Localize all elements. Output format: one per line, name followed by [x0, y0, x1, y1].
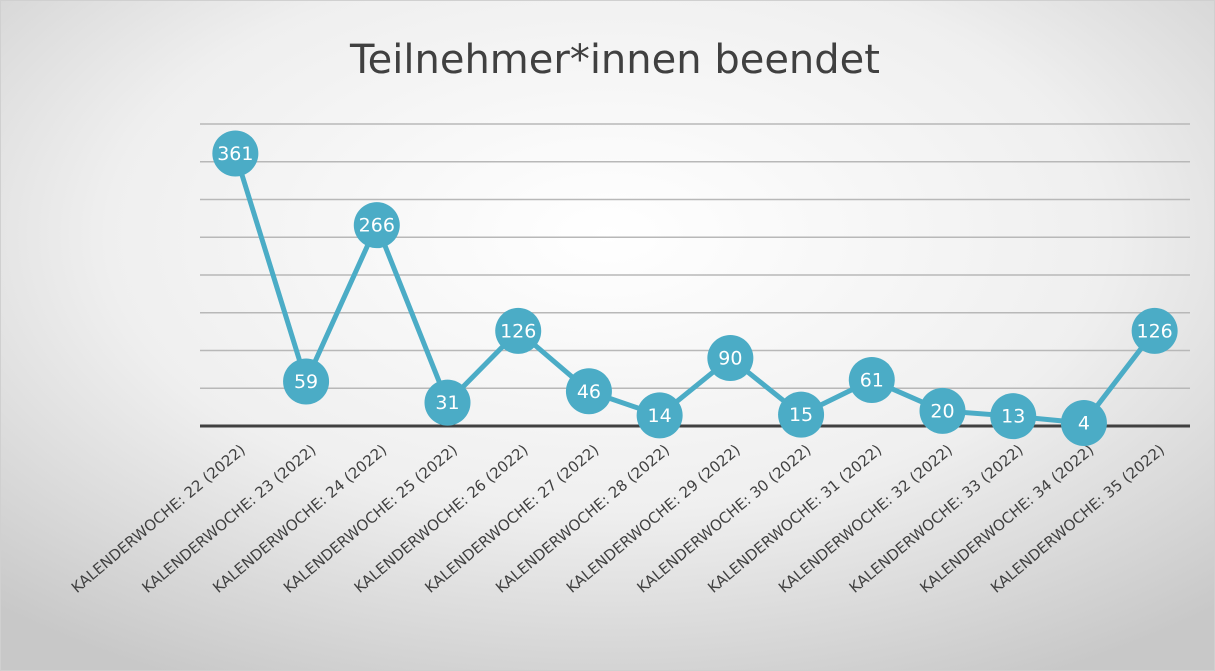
- data-point: [848, 356, 895, 403]
- data-label: 126: [500, 320, 536, 342]
- data-label: 61: [860, 369, 884, 391]
- data-label: 20: [930, 400, 954, 422]
- data-label: 31: [435, 392, 459, 414]
- data-point: [707, 335, 754, 382]
- data-label: 361: [217, 143, 253, 165]
- data-point: [1131, 307, 1178, 354]
- data-point: [778, 391, 825, 438]
- data-point: [353, 202, 400, 249]
- data-label: 266: [359, 215, 395, 237]
- data-point: [919, 387, 966, 434]
- data-label: 4: [1078, 412, 1090, 434]
- data-label: 13: [1001, 406, 1025, 428]
- data-label: 90: [718, 348, 742, 370]
- data-point: [212, 130, 259, 177]
- data-point: [990, 393, 1037, 440]
- data-label: 14: [648, 405, 672, 427]
- data-point: [283, 358, 330, 405]
- data-label: 59: [294, 371, 318, 393]
- chart-title: Teilnehmer*innen beendet: [349, 37, 880, 83]
- data-point: [1060, 399, 1107, 446]
- data-point: [495, 307, 542, 354]
- data-label: 15: [789, 404, 813, 426]
- data-point: [565, 368, 612, 415]
- data-label: 46: [577, 381, 601, 403]
- data-label: 126: [1137, 320, 1173, 342]
- data-point: [636, 392, 683, 439]
- data-point: [424, 379, 471, 426]
